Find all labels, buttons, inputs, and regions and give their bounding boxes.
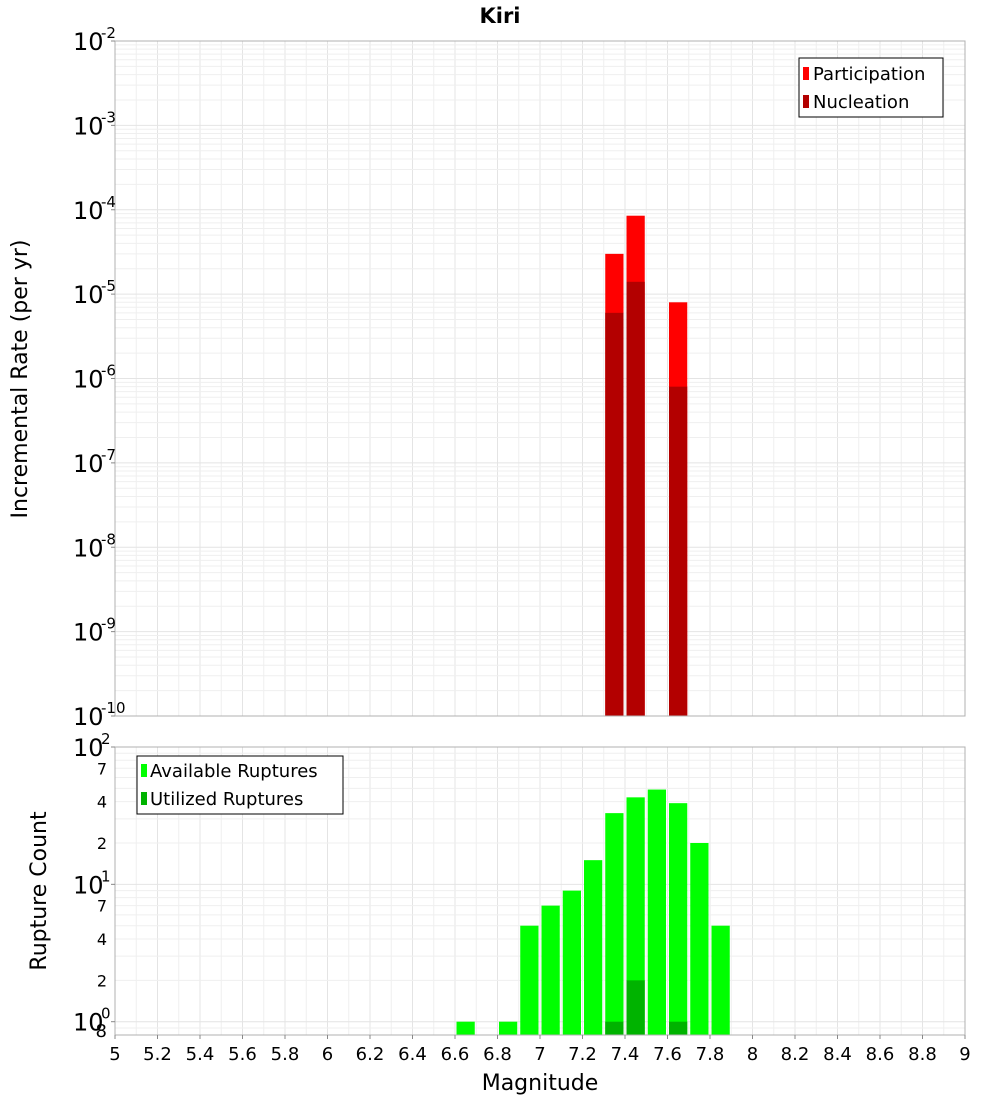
bar-available-ruptures: [647, 789, 666, 1035]
legend-swatch-available: [141, 764, 147, 777]
x-tick-label: 7: [534, 1044, 545, 1065]
top-y-tick-mantissa: 10: [73, 112, 104, 140]
x-tick-label: 8.8: [908, 1044, 937, 1065]
x-tick-label: 6.8: [483, 1044, 512, 1065]
x-tick-label: 7.4: [611, 1044, 640, 1065]
top-y-tick-exponent: -3: [101, 108, 116, 126]
bar-available-ruptures: [499, 1021, 518, 1035]
top-panel: 10-210-310-410-510-610-710-810-910-10 In…: [8, 24, 966, 731]
legend-label-available: Available Ruptures: [150, 761, 318, 782]
bottom-y-minor-label: 2: [97, 834, 107, 853]
bar-available-ruptures: [520, 925, 539, 1035]
x-tick-label: 5.8: [271, 1044, 300, 1065]
legend-swatch-nucleation: [803, 95, 809, 108]
bar-utilized-ruptures: [605, 1021, 624, 1035]
top-y-tick-exponent: -7: [101, 446, 116, 464]
legend-swatch-participation: [803, 67, 809, 80]
legend-label-participation: Participation: [813, 64, 925, 85]
bottom-legend-box: [136, 755, 344, 815]
legend-swatch-utilized: [141, 792, 147, 805]
x-tick-label: 5.6: [228, 1044, 257, 1065]
bottom-bars: [456, 789, 730, 1035]
top-y-tick-exponent: -5: [101, 277, 116, 295]
x-tick-label: 5: [109, 1044, 120, 1065]
top-legend: Participation Nucleation: [798, 57, 944, 118]
x-tick-label: 6: [322, 1044, 333, 1065]
x-tick-label: 8.6: [866, 1044, 895, 1065]
x-tick-label: 8: [747, 1044, 758, 1065]
x-tick-label: 6.6: [441, 1044, 470, 1065]
top-y-tick-mantissa: 10: [73, 197, 104, 225]
top-y-tick-mantissa: 10: [73, 281, 104, 309]
bar-nucleation: [605, 312, 624, 716]
bar-available-ruptures: [584, 860, 603, 1035]
top-y-tick-mantissa: 10: [73, 366, 104, 394]
top-y-ticks: 10-210-310-410-510-610-710-810-910-10: [73, 24, 126, 731]
bottom-y-minor-label: 2: [97, 971, 107, 990]
bar-nucleation: [669, 386, 688, 716]
top-y-tick-exponent: -6: [101, 362, 116, 380]
bottom-y-tick-mantissa: 10: [73, 734, 104, 762]
top-y-axis-label: Incremental Rate (per yr): [8, 240, 33, 519]
top-y-tick-exponent: -10: [101, 699, 126, 717]
bar-available-ruptures: [541, 905, 560, 1035]
legend-label-utilized: Utilized Ruptures: [150, 789, 303, 810]
top-y-tick-exponent: -9: [101, 615, 116, 633]
x-tick-label: 6.2: [356, 1044, 385, 1065]
bar-nucleation: [626, 281, 645, 716]
bar-available-ruptures: [562, 890, 581, 1035]
bar-available-ruptures: [711, 925, 730, 1035]
top-y-tick-mantissa: 10: [73, 619, 104, 647]
x-tick-label: 8.4: [823, 1044, 852, 1065]
chart-title: Kiri: [479, 4, 520, 28]
bottom-y-tick-mantissa: 10: [73, 871, 104, 899]
top-y-tick-mantissa: 10: [73, 450, 104, 478]
bar-utilized-ruptures: [626, 980, 645, 1035]
bottom-legend: Available Ruptures Utilized Ruptures: [136, 755, 344, 815]
bottom-y-minor-label: 4: [97, 793, 107, 812]
top-y-tick-exponent: -8: [101, 530, 116, 548]
bottom-y-tick-exponent: 2: [101, 730, 111, 748]
bar-available-ruptures: [626, 797, 645, 1035]
bar-available-ruptures: [605, 813, 624, 1035]
top-y-tick-mantissa: 10: [73, 534, 104, 562]
bottom-y-axis-label: Rupture Count: [27, 811, 52, 971]
top-y-tick-mantissa: 10: [73, 28, 104, 56]
bottom-y-tick-exponent: 0: [101, 1005, 111, 1023]
top-y-tick-mantissa: 10: [73, 703, 104, 731]
top-y-tick-exponent: -2: [101, 24, 116, 42]
x-tick-label: 7.6: [653, 1044, 682, 1065]
x-tick-labels: 5 5.2 5.4 5.6 5.8 6 6.2 6.4 6.6 6.8 7 7.2 7.4 7.6 7.8 8…: [109, 1035, 971, 1065]
legend-label-nucleation: Nucleation: [813, 92, 909, 113]
top-legend-box: [798, 57, 944, 118]
bottom-y-minor-label: 8: [96, 1021, 107, 1042]
bar-available-ruptures: [456, 1021, 475, 1035]
bottom-y-tick-exponent: 1: [101, 867, 111, 885]
top-y-tick-exponent: -4: [101, 193, 116, 211]
x-tick-label: 7.2: [568, 1044, 597, 1065]
bar-utilized-ruptures: [669, 1021, 688, 1035]
x-tick-label: 5.2: [143, 1044, 172, 1065]
bar-available-ruptures: [669, 803, 688, 1035]
x-tick-label: 5.4: [186, 1044, 215, 1065]
x-axis-label: Magnitude: [482, 1071, 599, 1096]
x-tick-label: 8.2: [781, 1044, 810, 1065]
top-bars: [605, 215, 688, 717]
bottom-y-minor-label: 7: [97, 897, 107, 916]
x-tick-label: 9: [959, 1044, 970, 1065]
bar-available-ruptures: [690, 843, 709, 1035]
bottom-y-tick-mantissa: 10: [73, 1009, 104, 1037]
top-grid: [114, 41, 966, 717]
bottom-y-minor-label: 4: [97, 930, 107, 949]
x-tick-label: 6.4: [398, 1044, 427, 1065]
bottom-y-minor-label: 7: [97, 759, 107, 778]
x-tick-label: 7.8: [696, 1044, 725, 1065]
